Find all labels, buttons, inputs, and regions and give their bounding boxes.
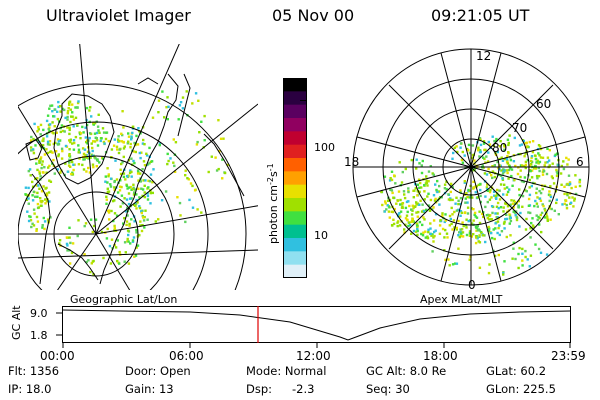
geographic-map	[18, 44, 258, 290]
altitude-ytick-9: 9.0	[30, 307, 48, 320]
ip-value: IP: 18.0	[8, 382, 52, 396]
aurora-emission-mlt	[380, 134, 582, 276]
altitude-xtick-0600: 06:00	[169, 349, 204, 363]
colorbar	[283, 78, 307, 278]
altitude-ytick-1.8: 1.8	[30, 329, 48, 342]
time-text: 09:21:05 UT	[431, 6, 530, 25]
altitude-xtick-1200: 12:00	[296, 349, 331, 363]
colorbar-tick-mark	[300, 100, 306, 111]
aurora-emission-geo	[24, 90, 229, 276]
dsp-value: -2.3	[292, 382, 315, 396]
altitude-xtick-1800: 18:00	[423, 349, 458, 363]
colorbar-tick-10: 10	[314, 229, 328, 242]
flight-number: Flt: 1356	[8, 364, 60, 378]
date-text: 05 Nov 00	[272, 6, 355, 25]
lat-label-80: 80	[492, 141, 507, 155]
altitude-ylabel: GC Alt	[10, 305, 23, 340]
lat-label-70: 70	[512, 121, 527, 135]
polar-plot: 12 18 6 0 60 70 80	[344, 48, 590, 292]
geo-longitude: GLon: 225.5	[486, 382, 556, 396]
mode-value: Mode: Normal	[246, 364, 327, 378]
mlt-label-0: 0	[468, 278, 476, 292]
gain-value: Gain: 13	[125, 382, 174, 396]
colorbar-tick-100: 100	[314, 141, 335, 154]
altitude-xtick-2359: 23:59	[551, 349, 586, 363]
svg-text:photon cm-2s-1: photon cm-2s-1	[266, 163, 280, 244]
mlt-label-12: 12	[476, 49, 491, 63]
geo-latitude: GLat: 60.2	[486, 364, 547, 378]
colorbar-label: photon cm-2s-1	[266, 163, 280, 244]
sequence-number: Seq: 30	[366, 382, 410, 396]
door-status: Door: Open	[125, 364, 191, 378]
right-panel-label: Apex MLat/MLT	[420, 293, 503, 306]
gc-altitude: GC Alt: 8.0 Re	[366, 364, 447, 378]
altitude-plot: GC Alt 9.0 1.8 00:00 06:00 12:00 18:00 2…	[10, 305, 586, 363]
altitude-xtick-0000: 00:00	[40, 349, 75, 363]
mlt-label-18: 18	[344, 155, 359, 169]
dsp-label: Dsp:	[246, 382, 273, 396]
mlt-label-6: 6	[576, 155, 584, 169]
app-title: Ultraviolet Imager	[46, 6, 191, 25]
lat-label-60: 60	[536, 97, 551, 111]
left-panel-label: Geographic Lat/Lon	[70, 293, 178, 306]
